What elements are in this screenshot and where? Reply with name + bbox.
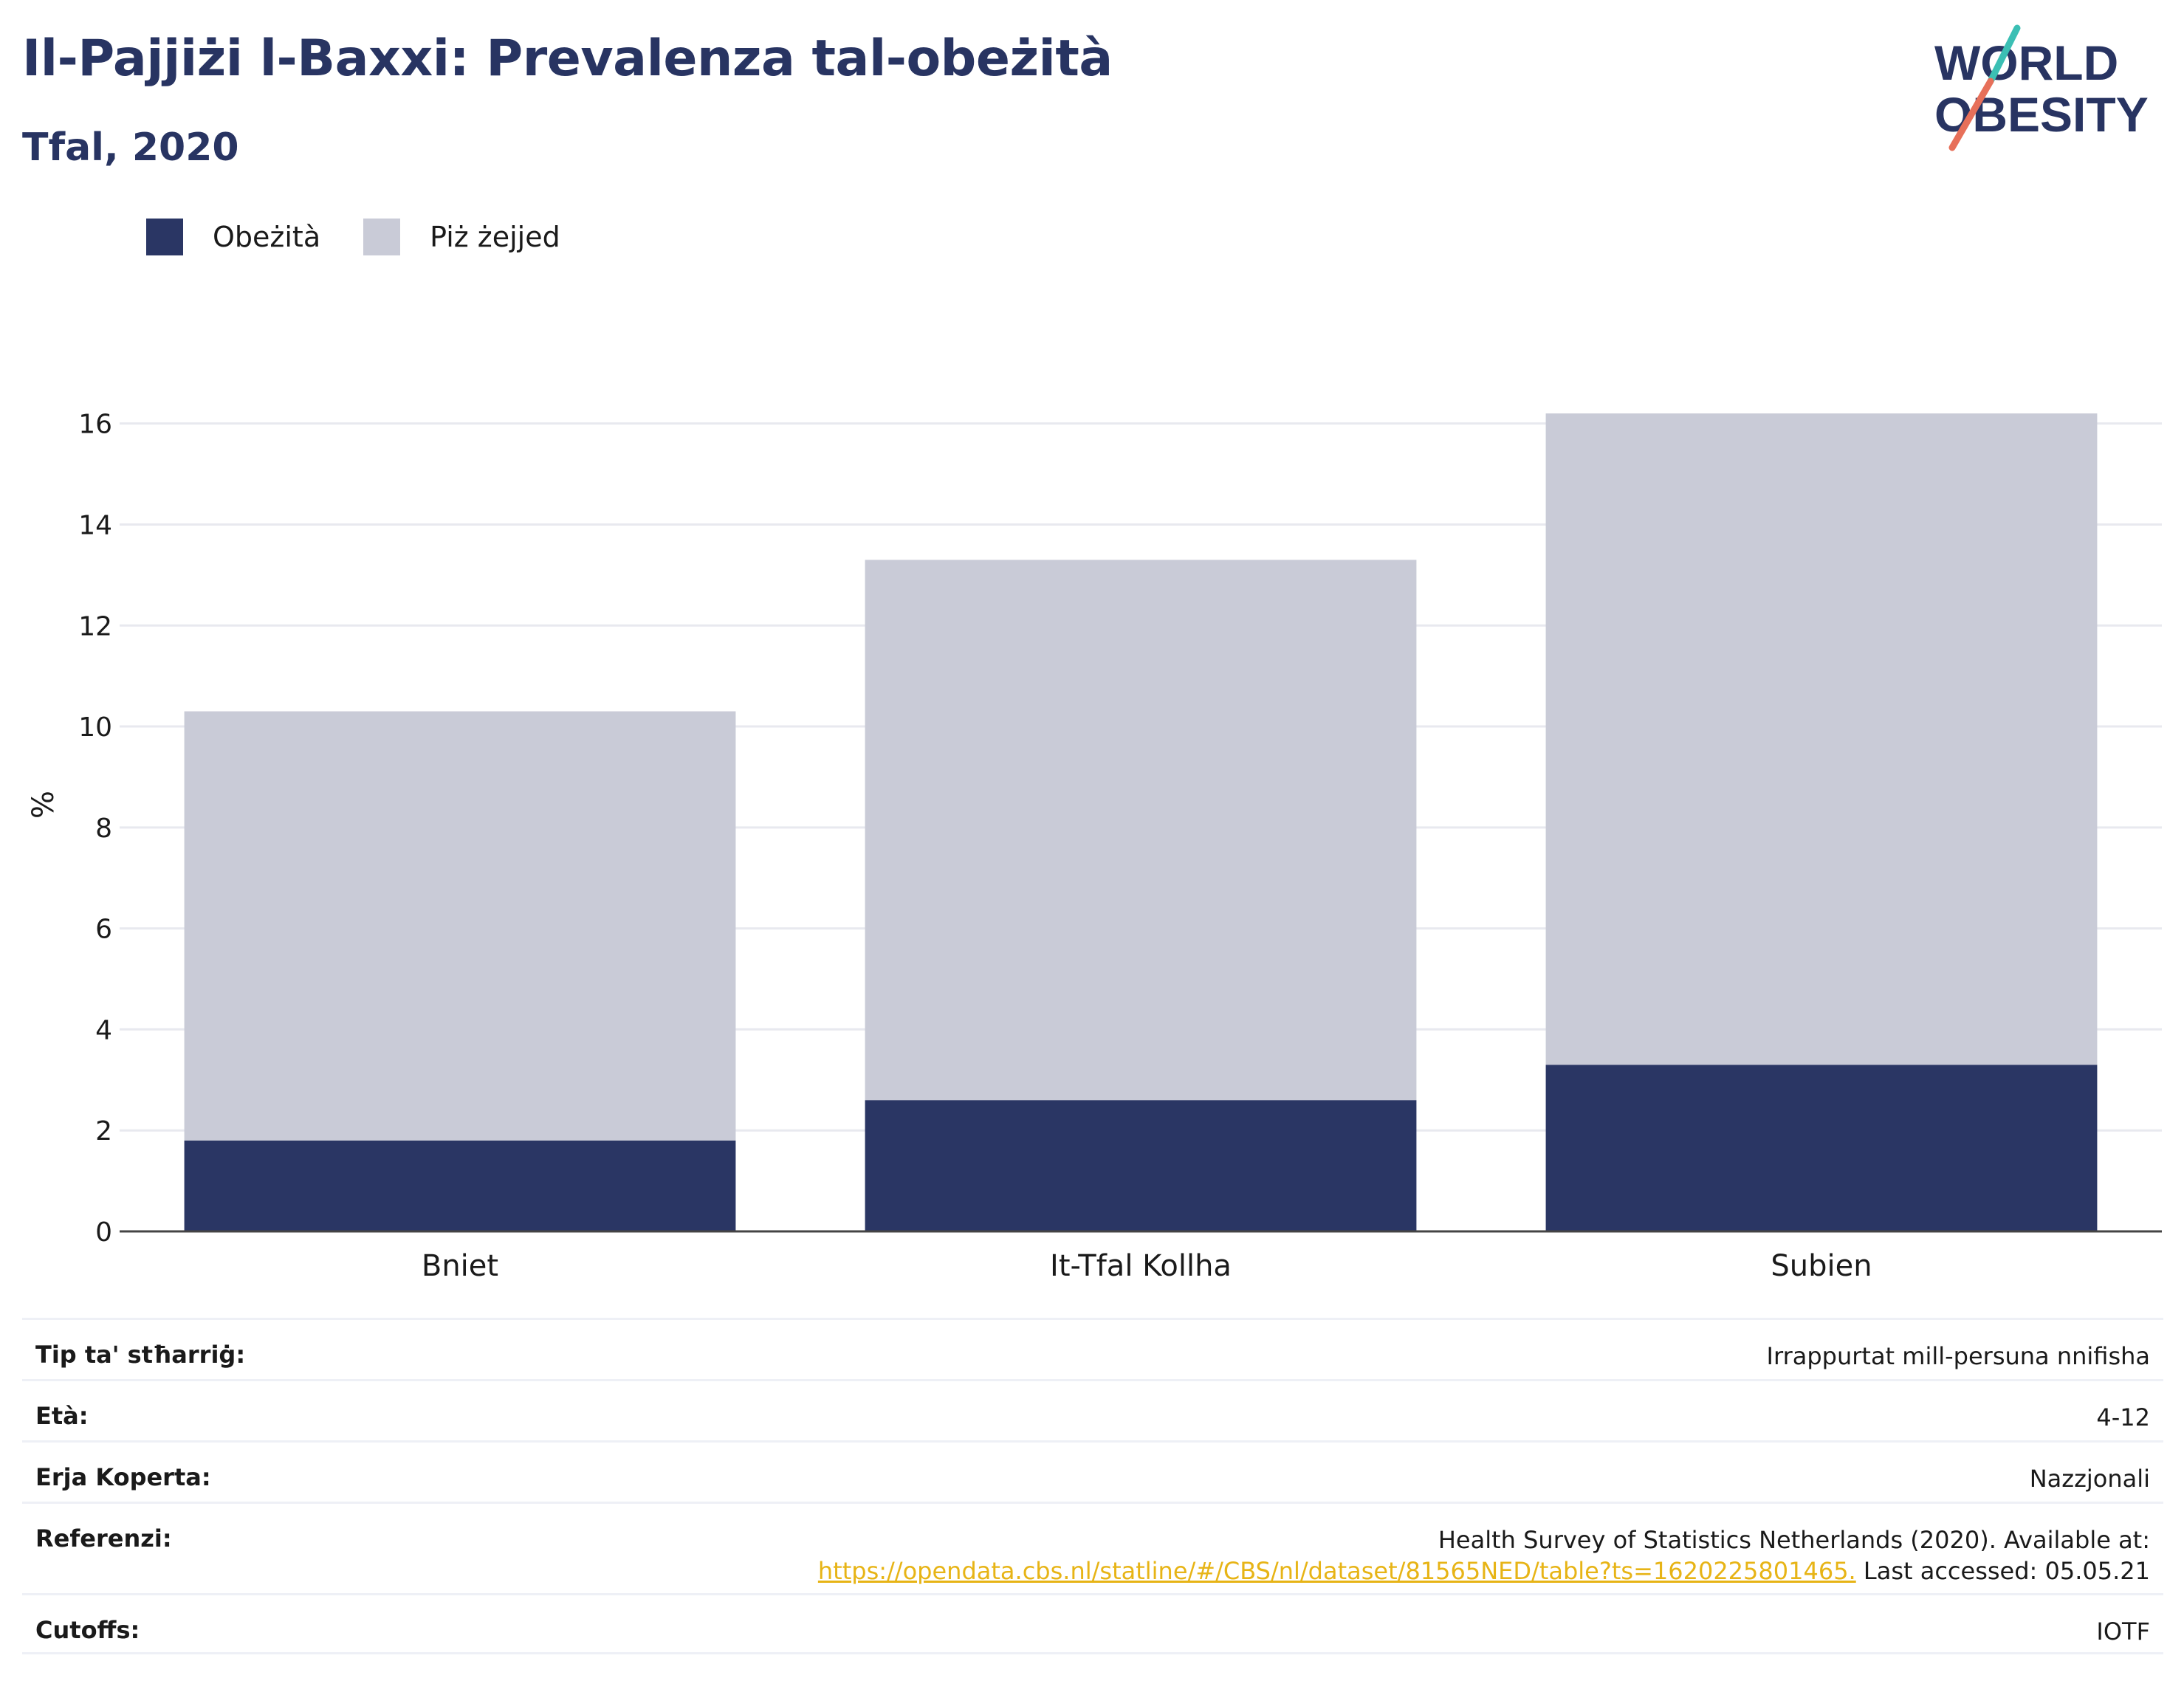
y-tick-label: 6: [95, 915, 112, 945]
info-value-cutoffs: IOTF: [2096, 1617, 2150, 1646]
info-value-area: Nazzjonali: [2029, 1465, 2150, 1493]
y-tick-label: 0: [95, 1217, 112, 1248]
info-row-age: Età: 4-12: [22, 1379, 2163, 1440]
info-label-age: Età:: [35, 1402, 89, 1430]
x-tick-label: Subien: [1771, 1249, 1872, 1283]
chart-title: Il-Pajjiżi l-Baxxi: Prevalenza tal-obeżi…: [22, 30, 1113, 88]
y-tick-label: 10: [78, 712, 112, 743]
legend-label-overweight: Piż żejjed: [430, 221, 560, 253]
chart-subtitle: Tfal, 2020: [22, 126, 239, 170]
info-row-cutoffs: Cutoffs: IOTF: [22, 1593, 2163, 1654]
y-axis-label: %: [27, 791, 61, 819]
y-tick-label: 16: [78, 410, 112, 440]
reference-link[interactable]: https://opendata.cbs.nl/statline/#/CBS/n…: [817, 1557, 1856, 1585]
y-tick-label: 14: [78, 510, 112, 540]
info-table: Tip ta' stħarriġ: Irrappurtat mill-persu…: [22, 1318, 2163, 1654]
y-tick-label: 2: [95, 1116, 112, 1146]
legend-item-obesity[interactable]: Obeżità: [146, 219, 320, 255]
x-tick-labels: Bniet It-Tfal Kollha Subien: [422, 1249, 1872, 1283]
info-label-cutoffs: Cutoffs:: [35, 1616, 140, 1644]
bars: [184, 413, 2098, 1231]
bar-overweight-1[interactable]: [865, 560, 1417, 1101]
logo-word-world: WORLD: [1934, 35, 2118, 90]
info-row-references: Referenzi: Health Survey of Statistics N…: [22, 1502, 2163, 1593]
legend: Obeżità Piż żejjed: [146, 219, 603, 255]
y-tick-labels: 0 2 4 6 8 10 12 14 16: [78, 410, 112, 1248]
info-label-references: Referenzi:: [35, 1524, 172, 1553]
info-row-area: Erja Koperta: Nazzjonali: [22, 1440, 2163, 1502]
x-tick-label: It-Tfal Kollha: [1050, 1249, 1232, 1283]
info-row-survey-type: Tip ta' stħarriġ: Irrappurtat mill-persu…: [22, 1318, 2163, 1379]
y-tick-label: 12: [78, 611, 112, 642]
legend-swatch-obesity: [146, 219, 183, 255]
bar-overweight-2[interactable]: [1545, 413, 2098, 1065]
bar-obesity-1[interactable]: [865, 1100, 1417, 1231]
legend-label-obesity: Obeżità: [213, 221, 321, 253]
bar-obesity-0[interactable]: [184, 1140, 736, 1231]
x-tick-label: Bniet: [422, 1249, 498, 1283]
reference-last-accessed: Last accessed: 05.05.21: [1855, 1557, 2150, 1585]
legend-item-overweight[interactable]: Piż żejjed: [363, 219, 560, 255]
y-tick-label: 8: [95, 814, 112, 844]
info-label-survey-type: Tip ta' stħarriġ:: [35, 1341, 246, 1369]
info-value-survey-type: Irrappurtat mill-persuna nnifisha: [1766, 1342, 2150, 1370]
bar-obesity-2[interactable]: [1545, 1065, 2098, 1231]
logo-slash-teal: [1987, 24, 2021, 85]
logo-slash-coral: [1948, 78, 1994, 151]
info-value-references: Health Survey of Statistics Netherlands …: [818, 1524, 2150, 1586]
info-value-age: 4-12: [2096, 1403, 2150, 1431]
legend-swatch-overweight: [363, 219, 401, 255]
y-tick-label: 4: [95, 1015, 112, 1045]
bar-overweight-0[interactable]: [184, 711, 736, 1141]
world-obesity-logo: WORLD OBESITY: [1934, 24, 2149, 151]
info-label-area: Erja Koperta:: [35, 1463, 211, 1491]
reference-text: Health Survey of Statistics Netherlands …: [1438, 1526, 2150, 1554]
